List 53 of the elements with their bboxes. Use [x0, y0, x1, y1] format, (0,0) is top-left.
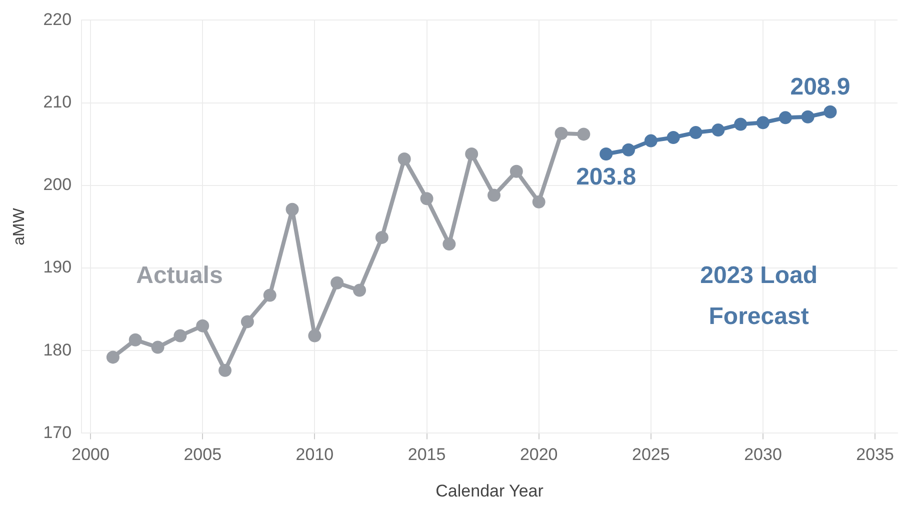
- point: [510, 164, 523, 178]
- point: [756, 116, 770, 130]
- point: [465, 148, 478, 161]
- y-tick-label: 210: [43, 92, 72, 112]
- x-tick-label: 2030: [744, 445, 782, 464]
- x-tick-label: 2005: [184, 445, 222, 464]
- y-tick-label: 190: [43, 258, 72, 277]
- x-tick-label: 2025: [632, 445, 670, 464]
- y-axis-title: aMW: [11, 207, 28, 246]
- y-tick-label: 220: [43, 10, 72, 29]
- point: [644, 134, 658, 148]
- point: [554, 126, 568, 140]
- point: [488, 188, 501, 202]
- point: [622, 143, 636, 156]
- y-tick-label: 180: [43, 340, 72, 360]
- point: [151, 340, 164, 354]
- point: [712, 124, 725, 137]
- point: [106, 350, 120, 364]
- point: [286, 202, 299, 216]
- point: [353, 284, 366, 297]
- data-label: 208.9: [790, 74, 850, 101]
- point: [801, 110, 814, 124]
- point: [600, 148, 613, 161]
- point: [375, 230, 388, 244]
- point: [218, 364, 232, 377]
- x-tick-label: 2010: [296, 445, 334, 464]
- x-tick-label: 2000: [72, 445, 110, 464]
- point: [577, 128, 590, 141]
- point: [398, 152, 411, 166]
- point: [420, 192, 434, 206]
- point: [330, 276, 344, 290]
- point: [442, 238, 456, 251]
- series-label: Actuals: [136, 262, 223, 289]
- point: [196, 319, 210, 332]
- data-label: 203.8: [576, 164, 636, 191]
- x-tick-label: 2015: [408, 445, 446, 464]
- point: [128, 333, 142, 346]
- point: [778, 111, 792, 124]
- point: [689, 126, 702, 140]
- point: [532, 195, 546, 208]
- point: [666, 130, 680, 144]
- point: [308, 329, 322, 342]
- point: [824, 105, 837, 118]
- x-tick-label: 2035: [856, 445, 894, 464]
- point: [734, 118, 748, 131]
- y-tick-label: 200: [43, 175, 72, 194]
- point: [263, 288, 276, 302]
- point: [174, 329, 187, 342]
- y-tick-label: 170: [43, 422, 72, 442]
- x-axis-title: Calendar Year: [436, 481, 544, 500]
- text: 2023 Load Forecast: [700, 262, 818, 330]
- point: [240, 315, 254, 328]
- x-tick-label: 2020: [520, 445, 558, 464]
